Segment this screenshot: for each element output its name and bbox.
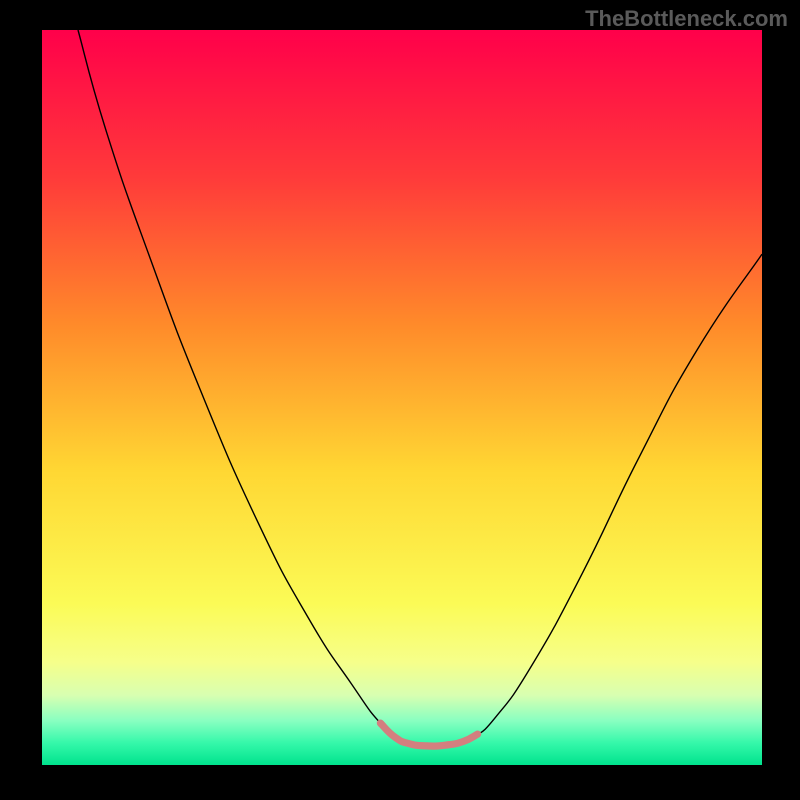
attribution-label: TheBottleneck.com bbox=[585, 6, 788, 32]
chart-container: TheBottleneck.com bbox=[0, 0, 800, 800]
gradient-background bbox=[42, 30, 762, 765]
plot-area bbox=[42, 30, 762, 765]
chart-svg bbox=[42, 30, 762, 765]
